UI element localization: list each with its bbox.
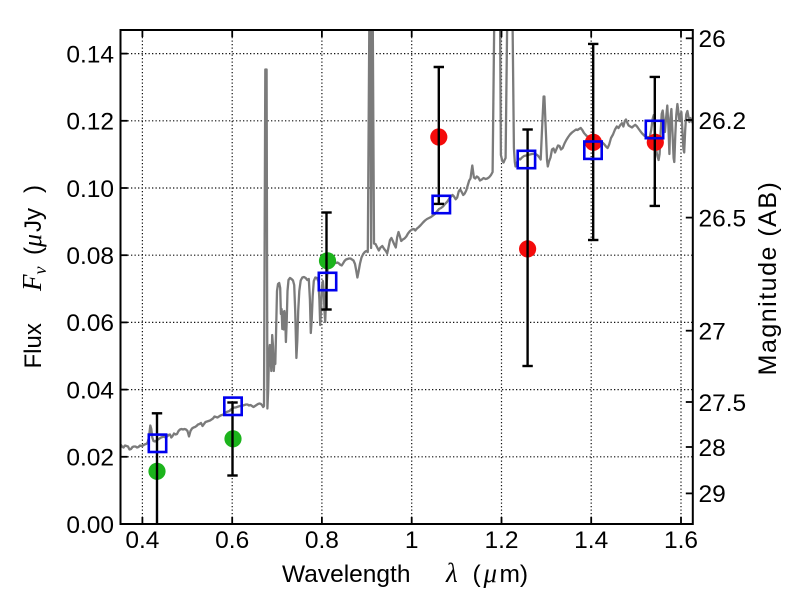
svg-text:1.2: 1.2: [484, 527, 518, 554]
svg-text:0.12: 0.12: [66, 109, 114, 136]
svg-text:0.8: 0.8: [305, 527, 339, 554]
svg-text:27.5: 27.5: [699, 390, 747, 417]
svg-text:27: 27: [699, 319, 726, 346]
svg-text:0.06: 0.06: [66, 310, 114, 337]
svg-text:FluxFν(μJy): FluxFν(μJy): [17, 185, 50, 369]
svg-text:0.08: 0.08: [66, 243, 114, 270]
svg-text:1.6: 1.6: [664, 527, 698, 554]
svg-text:1: 1: [405, 527, 419, 554]
svg-text:0.04: 0.04: [66, 377, 114, 404]
svg-text:0.00: 0.00: [66, 512, 114, 539]
svg-text:0.6: 0.6: [215, 527, 249, 554]
svg-text:0.02: 0.02: [66, 445, 114, 472]
svg-text:0.4: 0.4: [125, 527, 159, 554]
svg-text:28: 28: [699, 435, 726, 462]
svg-text:29: 29: [699, 481, 726, 508]
svg-text:0.10: 0.10: [66, 176, 114, 203]
svg-text:26: 26: [699, 26, 726, 53]
svg-text:0.14: 0.14: [66, 41, 114, 68]
svg-text:26.2: 26.2: [699, 108, 747, 135]
svg-text:26.5: 26.5: [699, 205, 747, 232]
svg-text:1.4: 1.4: [574, 527, 608, 554]
svg-text:Magnitude (AB): Magnitude (AB): [754, 181, 782, 376]
